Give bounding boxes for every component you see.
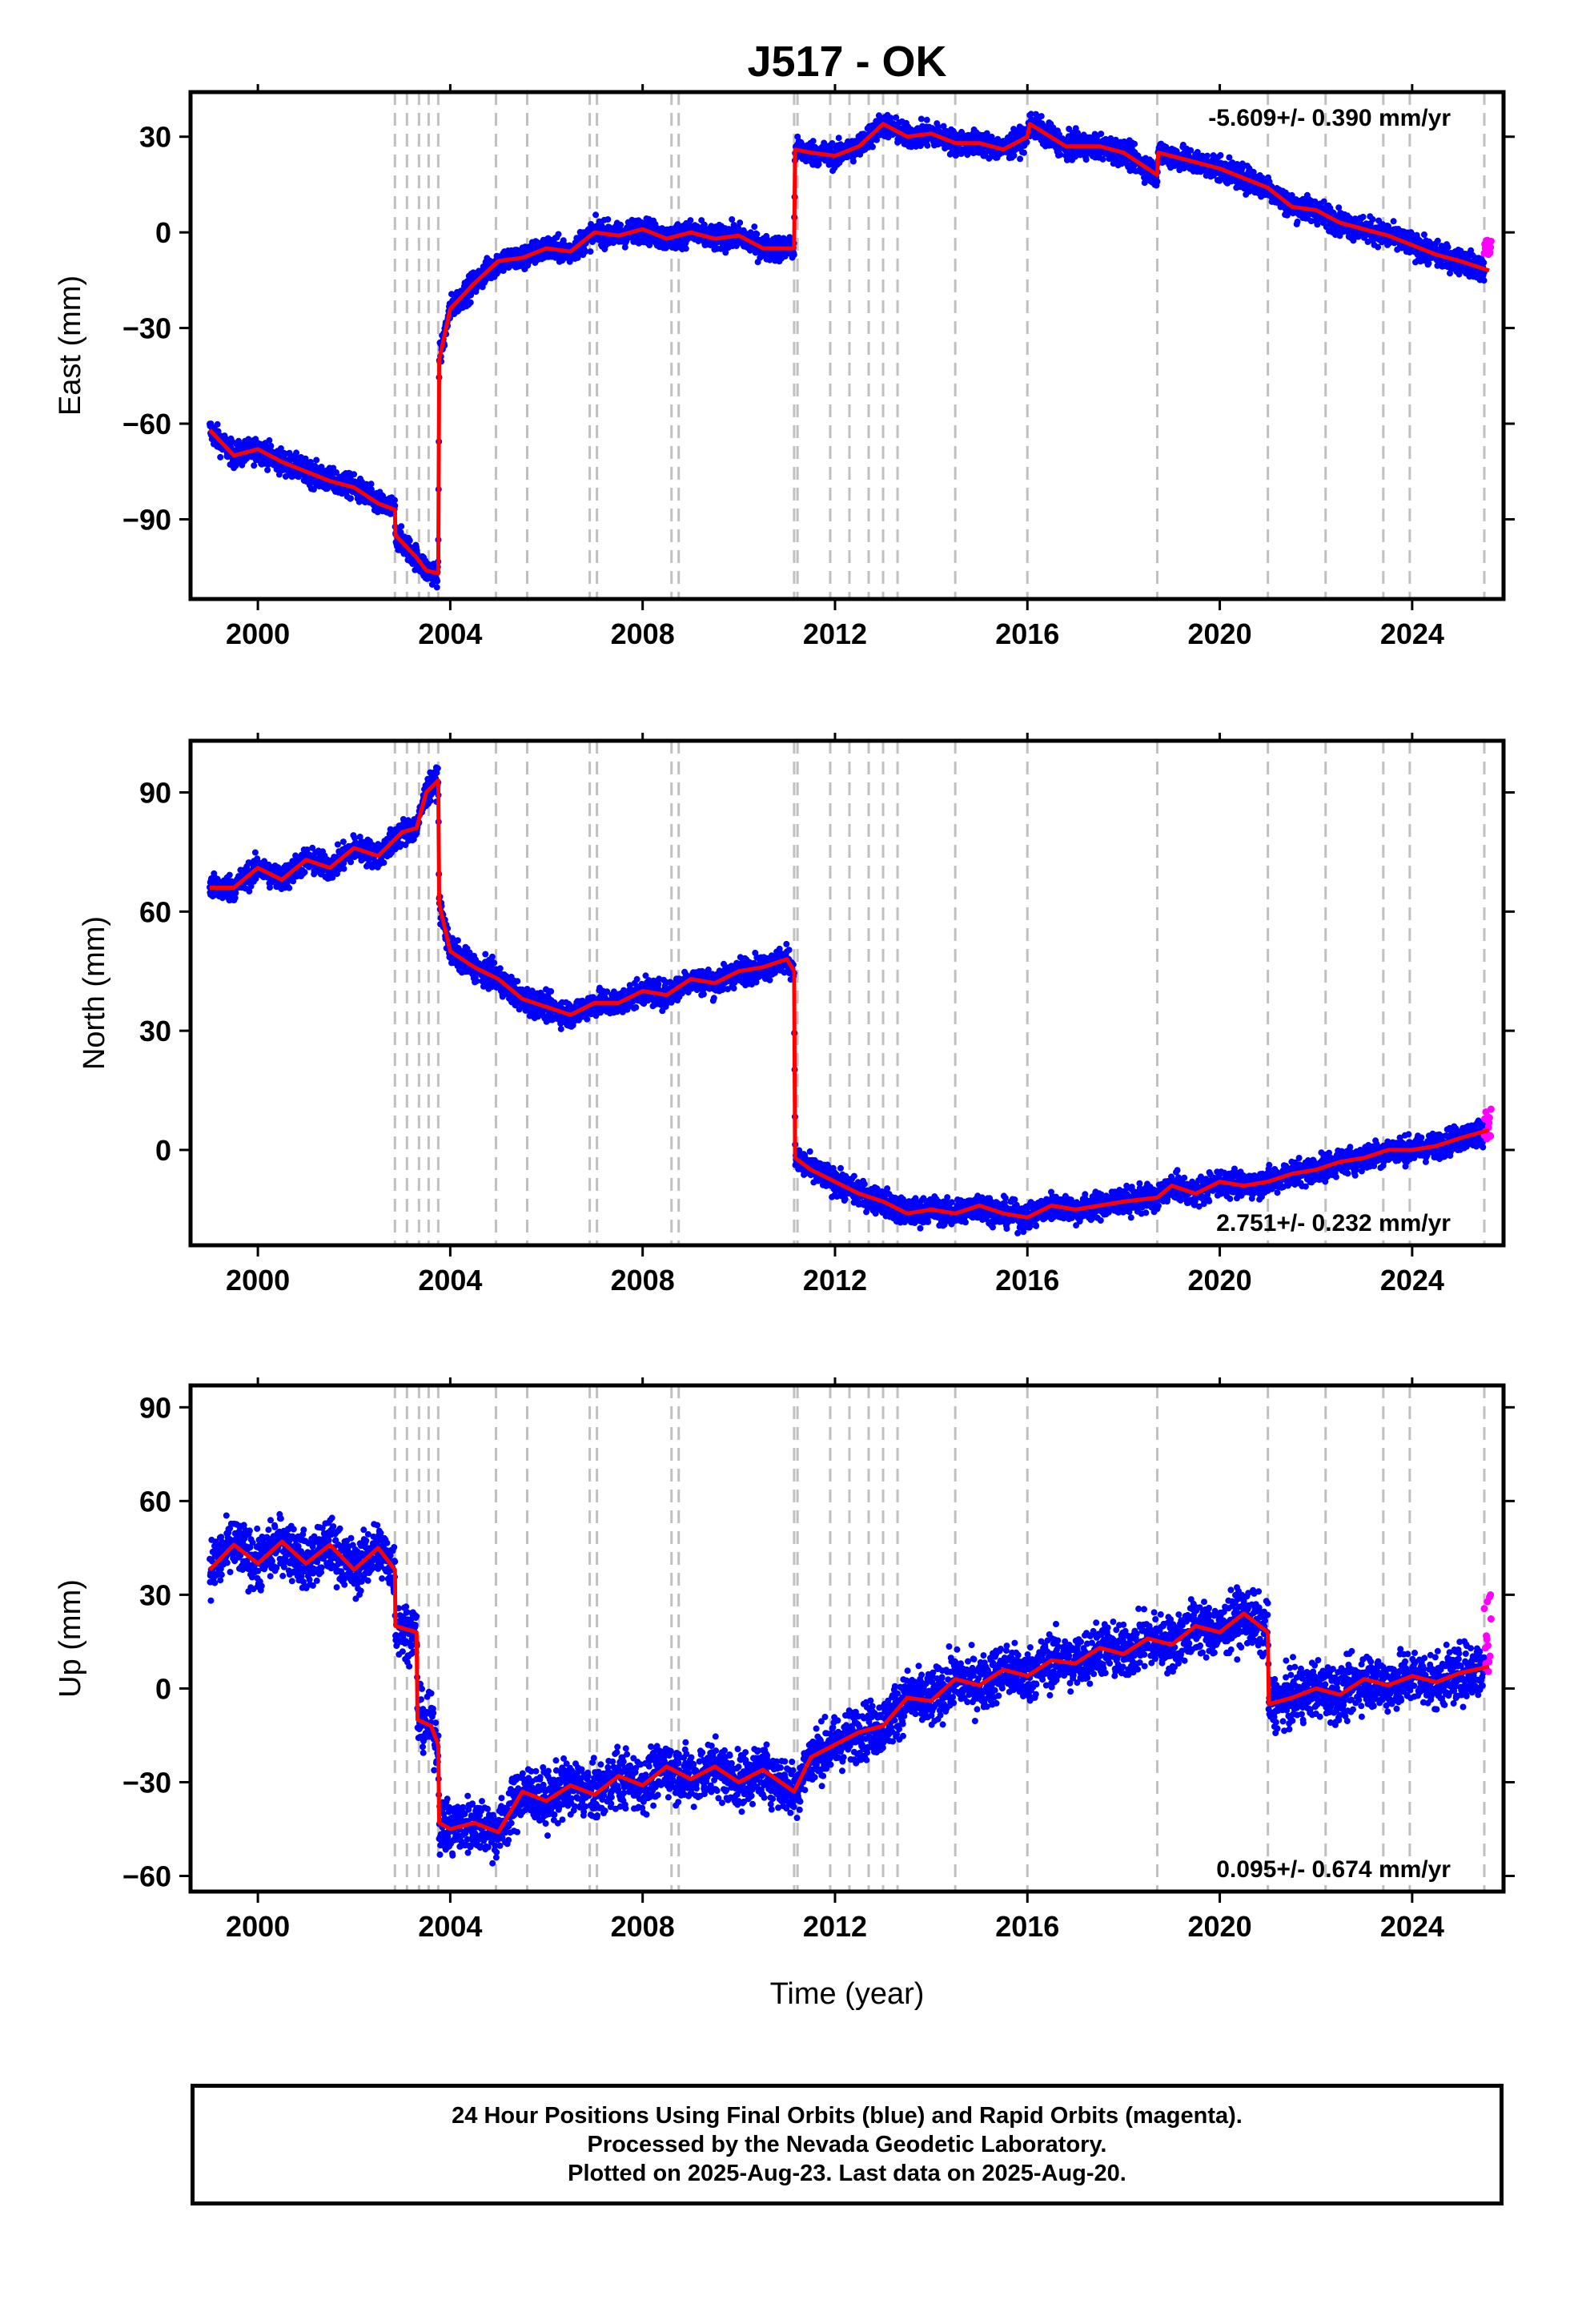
- y-axis-label: North (mm): [78, 916, 111, 1070]
- x-tick-label: 2008: [611, 1910, 675, 1943]
- x-tick-label: 2020: [1188, 617, 1252, 650]
- rapid-orbit-point: [1484, 1667, 1492, 1675]
- rapid-orbit-point: [1486, 1652, 1494, 1660]
- plot-frame: [188, 90, 1506, 601]
- final-orbit-scatter: [207, 111, 1488, 591]
- y-axis-label: East (mm): [54, 275, 87, 416]
- panel-3: 2000 2004 2008 2012 2016 2020 2024 90 60 30 0 −30 −6…: [54, 1377, 1515, 1943]
- info-line-3: Plotted on 2025-Aug-23. Last data on 202…: [568, 2161, 1126, 2186]
- info-box: 24 Hour Positions Using Final Orbits (bl…: [191, 2084, 1504, 2205]
- x-tick-label: 2016: [995, 617, 1059, 650]
- info-line-1: 24 Hour Positions Using Final Orbits (bl…: [452, 2103, 1243, 2129]
- x-tick-label: 2024: [1380, 617, 1444, 650]
- y-tick-label: −60: [122, 1860, 171, 1892]
- rapid-orbit-point: [1487, 243, 1495, 251]
- rapid-orbit-point: [1483, 1635, 1491, 1643]
- x-tick-label: 2000: [226, 617, 290, 650]
- x-tick-label: 2008: [611, 1264, 675, 1297]
- rapid-orbit-point: [1485, 1114, 1493, 1122]
- y-tick-label: −30: [122, 312, 171, 345]
- info-line-2: Processed by the Nevada Geodetic Laborat…: [587, 2132, 1107, 2157]
- y-tick-label: 30: [139, 1015, 171, 1047]
- rapid-orbit-point: [1487, 1591, 1495, 1599]
- rapid-orbit-point: [1487, 237, 1495, 245]
- rapid-orbit-points: [1480, 1591, 1495, 1675]
- model-fit-line: [208, 122, 1490, 576]
- model-fit-line: [208, 1539, 1490, 1835]
- y-tick-label: 90: [139, 1391, 171, 1424]
- x-tick-label: 2020: [1188, 1910, 1252, 1943]
- y-tick-label: 30: [139, 1578, 171, 1611]
- rapid-orbit-point: [1485, 1658, 1493, 1666]
- x-tick-label: 2012: [803, 1910, 867, 1943]
- velocity-label: -5.609+/- 0.390 mm/yr: [1208, 105, 1451, 131]
- rapid-orbit-points: [1480, 236, 1495, 259]
- rapid-orbit-point: [1480, 1605, 1488, 1613]
- plot-frame: [188, 738, 1506, 1248]
- x-tick-label: 2016: [995, 1910, 1059, 1943]
- x-tick-label: 2012: [803, 617, 867, 650]
- y-tick-label: 0: [155, 1134, 171, 1167]
- final-orbit-points: [207, 111, 1488, 591]
- y-axis-label: Up (mm): [54, 1579, 87, 1698]
- x-tick-label: 2004: [418, 1910, 482, 1943]
- final-orbit-points: [207, 1510, 1488, 1867]
- rapid-orbit-point: [1487, 1105, 1495, 1113]
- velocity-label: 2.751+/- 0.232 mm/yr: [1216, 1210, 1451, 1236]
- rapid-orbit-point: [1487, 1132, 1495, 1140]
- y-tick-label: 90: [139, 776, 171, 809]
- x-axis-label: Time (year): [770, 1977, 925, 2011]
- y-tick-label: 60: [139, 1485, 171, 1518]
- y-tick-label: −60: [122, 408, 171, 440]
- chart-title: J517 - OK: [747, 38, 946, 86]
- panel-2: 2000 2004 2008 2012 2016 2020 2024 90 60 30 0 North…: [78, 733, 1515, 1297]
- x-tick-label: 2024: [1380, 1910, 1444, 1943]
- rapid-orbit-point: [1486, 248, 1494, 256]
- x-tick-label: 2016: [995, 1264, 1059, 1297]
- x-tick-label: 2012: [803, 1264, 867, 1297]
- y-tick-label: −30: [122, 1766, 171, 1799]
- x-tick-label: 2000: [226, 1910, 290, 1943]
- x-tick-label: 2008: [611, 617, 675, 650]
- rapid-orbit-point: [1484, 1642, 1492, 1650]
- y-tick-label: 0: [155, 1672, 171, 1705]
- x-tick-label: 2004: [418, 1264, 482, 1297]
- x-tick-label: 2004: [418, 617, 482, 650]
- x-tick-label: 2000: [226, 1264, 290, 1297]
- rapid-orbit-point: [1487, 1615, 1495, 1623]
- y-tick-label: −90: [122, 503, 171, 536]
- final-orbit-scatter: [207, 1510, 1488, 1867]
- velocity-label: 0.095+/- 0.674 mm/yr: [1216, 1856, 1451, 1883]
- y-tick-label: 60: [139, 895, 171, 928]
- x-tick-label: 2020: [1188, 1264, 1252, 1297]
- y-tick-label: 30: [139, 121, 171, 154]
- plot-frame: [188, 1383, 1506, 1894]
- y-tick-label: 0: [155, 216, 171, 249]
- x-tick-label: 2024: [1380, 1264, 1444, 1297]
- panel-1: 2000 2004 2008 2012 2016 2020 2024 30 0 −30 −60 −90…: [54, 84, 1515, 650]
- model-fit-line: [210, 778, 1490, 1220]
